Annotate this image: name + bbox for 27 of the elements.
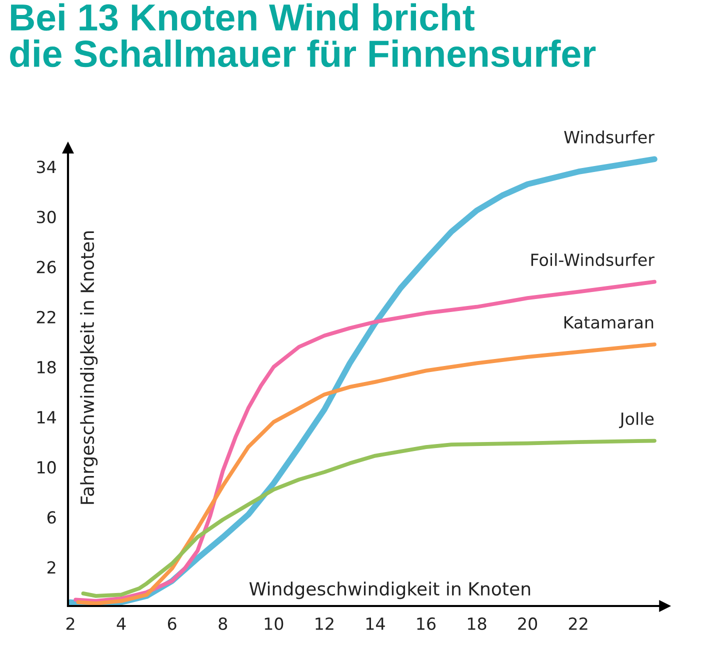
y-tick-label: 2 [48, 561, 56, 574]
x-tick-label: 2 [66, 617, 74, 630]
x-tick-label: 6 [168, 617, 176, 630]
x-tick-label: 20 [518, 617, 538, 630]
chart-title: Bei 13 Knoten Wind bricht die Schallmauer für Finnensurfer [10, 3, 596, 68]
x-tick-label: 10 [264, 617, 284, 630]
y-tick-label: 30 [36, 210, 56, 224]
x-tick-label: 4 [116, 618, 126, 630]
x-tick-label: 18 [468, 617, 486, 630]
series-label: Jolle [619, 412, 654, 428]
y-axis-title: Fahrgeschwindigkeit in Knoten [80, 231, 98, 504]
y-tick-label: 34 [36, 160, 56, 174]
x-axis-title: Windgeschwindigkeit in Knoten [249, 582, 530, 600]
y-tick-label: 22 [36, 310, 56, 324]
series-label: Windsurfer [564, 130, 654, 144]
x-tick-label: 22 [568, 617, 588, 630]
x-tick-label: 8 [218, 617, 228, 630]
x-tick-label: 12 [316, 617, 334, 630]
y-tick-label: 18 [38, 360, 56, 374]
x-tick-label: 16 [417, 617, 436, 630]
series-label: Katamaran [564, 316, 654, 329]
y-tick-label: 10 [38, 461, 56, 474]
y-tick-label: 14 [38, 411, 56, 424]
series-label: Foil-Windsurfer [531, 253, 654, 266]
x-tick-label: 14 [366, 618, 385, 630]
y-tick-label: 26 [36, 260, 56, 274]
y-tick-label: 6 [47, 511, 56, 524]
